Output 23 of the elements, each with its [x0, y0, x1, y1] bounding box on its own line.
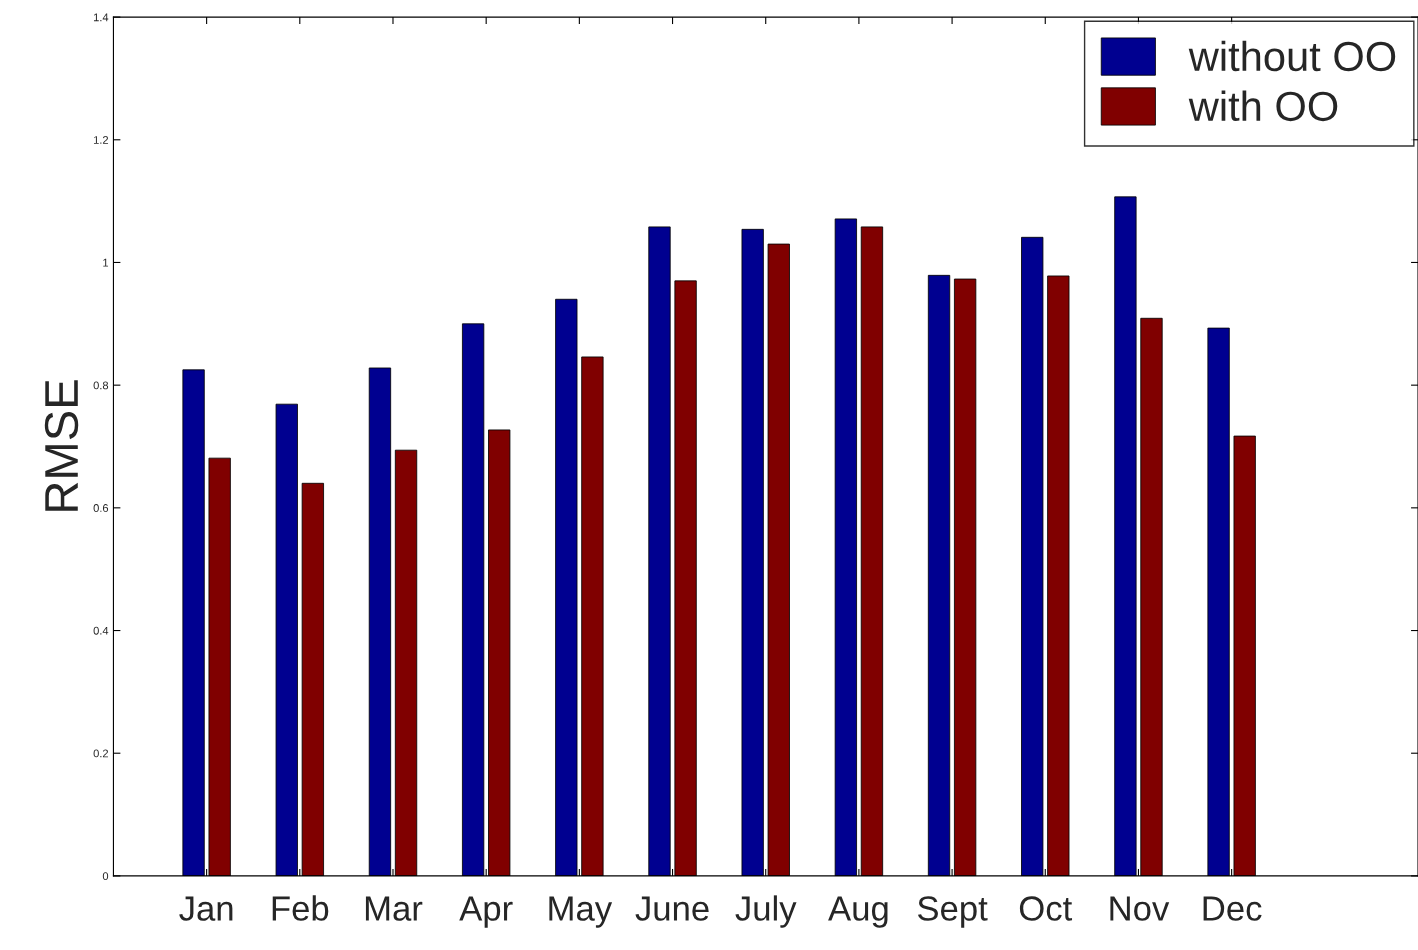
- y-tick-label: 1.4: [93, 13, 109, 22]
- x-tick-label: Jan: [179, 896, 233, 921]
- y-tick-label: 0.4: [93, 626, 109, 635]
- y-tick-label: 1.2: [93, 136, 109, 144]
- x-tick-label: Nov: [1110, 896, 1170, 921]
- y-tick-label: 1: [103, 258, 109, 267]
- y-tick-label: 0.2: [93, 749, 109, 758]
- x-tick-label: June: [635, 896, 709, 921]
- x-tick-label: Oct: [1019, 896, 1073, 921]
- x-tick-label: Mar: [365, 896, 423, 921]
- x-tick-label: Aug: [828, 896, 888, 928]
- y-tick-label: 0.8: [93, 381, 109, 390]
- legend-label: without OO: [1188, 40, 1396, 72]
- x-tick-label: Apr: [459, 896, 513, 928]
- y-tick-label: 0.6: [93, 504, 109, 512]
- x-tick-label: Dec: [1203, 896, 1262, 921]
- y-axis-title: RMSE: [44, 380, 79, 511]
- x-tick-label: July: [735, 895, 797, 928]
- x-tick-label: Sept: [917, 896, 988, 928]
- x-tick-label: May: [549, 896, 613, 928]
- y-tick-label: 0: [102, 872, 109, 881]
- x-tick-label: Feb: [272, 895, 329, 921]
- legend-label: with OO: [1188, 90, 1338, 122]
